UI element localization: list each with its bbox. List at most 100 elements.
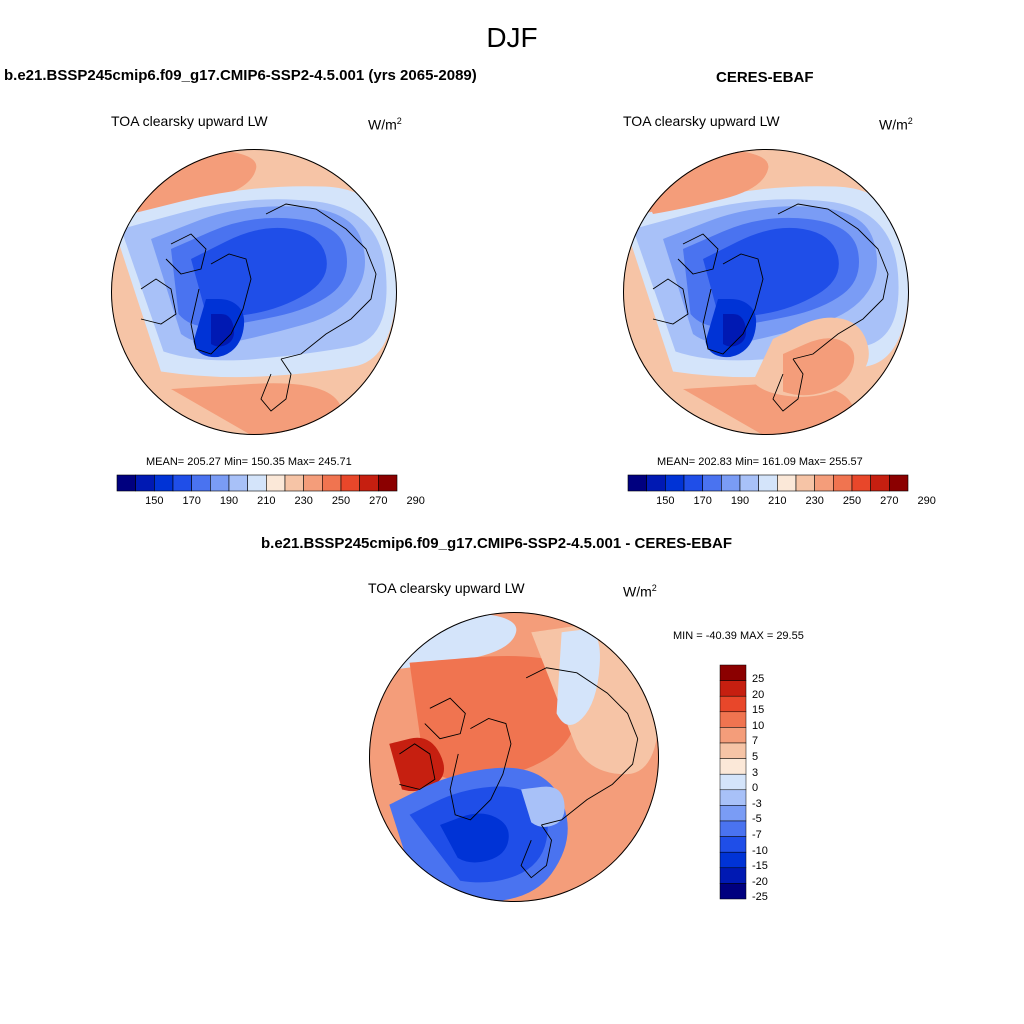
colorbar-swatch [870,474,890,492]
colorbar-swatch [340,474,360,492]
colorbar-tick-label: 150 [656,495,675,507]
colorbar-tick-label: 250 [842,495,862,507]
coastline [399,743,436,790]
colorbar-tick-label: -5 [752,813,762,826]
colorbar-tick-label: 15 [752,704,765,717]
contour-region [783,338,855,396]
colorbar-swatch [172,474,192,492]
obs-stats-text: MEAN= 202.83 Min= 161.09 Max= 255.57 [657,456,863,468]
colorbar-tick-label: 290 [406,495,425,507]
colorbar-swatch [359,474,379,492]
contour-region [703,227,839,317]
coastline [424,697,466,740]
coastline [260,358,292,412]
contour-region [409,655,585,781]
map-boundary [623,149,909,435]
coastline [190,253,252,355]
colorbar-tick-label: 150 [145,495,164,507]
coastline [525,667,639,826]
obs-panel-title: CERES-EBAF [716,69,814,86]
colorbar-swatch [646,474,666,492]
colorbar-tick-label: 250 [331,495,351,507]
colorbar-swatch [795,474,815,492]
colorbar-tick-label: 170 [693,495,712,507]
coastline [652,278,689,325]
colorbar-tick-label: 190 [219,495,239,507]
diff-variable-label: TOA clearsky upward LW [368,580,525,596]
colorbar-swatch [191,474,211,492]
map-boundary [369,612,659,902]
coastline [520,824,552,879]
diff-panel-title: b.e21.BSSP245cmip6.f09_g17.CMIP6-SSP2-4.… [261,535,733,552]
colorbar-swatch [247,474,267,492]
colorbar-tick-label: 190 [730,495,750,507]
colorbar-tick-label: 210 [257,495,276,507]
colorbar-tick-label: 10 [752,719,765,732]
colorbar-tick-label: 270 [369,495,388,507]
colorbar-swatch [851,474,871,492]
colorbar-swatch [116,474,136,492]
colorbar-swatch [777,474,797,492]
colorbar-tick-label: 210 [768,495,787,507]
colorbar-tick-label: -25 [752,891,768,904]
colorbar-swatch [719,727,747,744]
coastline [777,203,889,360]
colorbar-swatch [719,789,747,806]
colorbar-tick-label: 290 [917,495,936,507]
colorbar-swatch [721,474,741,492]
colorbar-swatch [303,474,323,492]
coastline [165,233,207,275]
colorbar-swatch [719,742,747,759]
colorbar-swatch [210,474,230,492]
colorbar-tick-label: 20 [752,688,765,701]
model-polar-map [111,149,397,435]
colorbar-swatch [758,474,778,492]
colorbar-tick-label: -20 [752,875,768,888]
contour-region [191,227,327,317]
colorbar-tick-label: 3 [752,766,759,779]
colorbar-tick-label: 230 [294,495,313,507]
diff-polar-map [369,612,659,902]
contour-region [521,786,565,827]
map-boundary [111,149,397,435]
colorbar-tick-label: 5 [752,751,759,763]
colorbar-tick-label: 0 [752,782,759,795]
colorbar-tick-label: 230 [805,495,824,507]
colorbar-tick-label: 25 [752,673,765,685]
colorbar-swatch [228,474,248,492]
colorbar-swatch [719,680,747,697]
colorbar-tick-label: -3 [752,797,762,810]
colorbar-swatch [719,836,747,853]
colorbar-swatch [833,474,853,492]
colorbar-swatch [719,851,747,869]
contour-region [211,314,235,347]
contour-region [556,629,600,725]
contour-region [171,383,342,435]
colorbar-tick-label: -10 [752,844,768,857]
obs-units-label: W/m2 [879,116,913,133]
obs-colorbar [627,474,909,492]
contour-region [439,813,509,863]
colorbar-swatch [702,474,722,492]
colorbar-swatch [154,474,174,492]
colorbar-swatch [719,773,747,791]
colorbar-tick-label: 170 [182,495,201,507]
colorbar-tick-label: 7 [752,735,759,748]
model-variable-label: TOA clearsky upward LW [111,113,268,129]
coastline [702,253,764,355]
colorbar-swatch [683,474,703,492]
colorbar-swatch [135,474,155,492]
colorbar-tick-label: 270 [880,495,899,507]
coastline [772,358,804,412]
model-stats-text: MEAN= 205.27 Min= 150.35 Max= 245.71 [146,456,352,468]
colorbar-swatch [889,474,909,492]
colorbar-swatch [627,474,647,492]
colorbar-swatch [719,758,747,775]
colorbar-swatch [814,474,834,492]
colorbar-swatch [378,474,398,492]
colorbar-swatch [266,474,286,492]
model-panel-title: b.e21.BSSP245cmip6.f09_g17.CMIP6-SSP2-4.… [4,67,477,84]
colorbar-swatch [322,474,342,492]
colorbar-swatch [719,664,747,681]
coastline [677,233,719,275]
